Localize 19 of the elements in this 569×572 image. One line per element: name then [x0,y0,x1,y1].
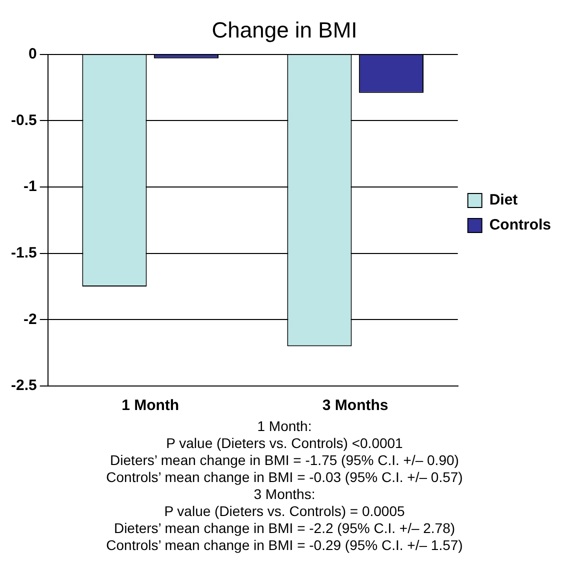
text: 1 Month: [256,418,313,435]
y-tick-label: 0 [28,46,37,63]
text: Dieters’ mean change in BMI = -1.75 (95% C.I. +/– 0.90) [109,452,460,469]
legend-label: Diet [489,192,518,209]
text: Controls’ mean change in BMI = -0.29 (95% C.I. +/– 1.57) [105,537,464,554]
y-tick-label: -0.5 [10,112,37,129]
text: P value (Dieters vs. Controls) <0.0001 [165,435,404,452]
legend-label: Controls [489,216,552,234]
text: Dieters’ mean change in BMI = -2.2 (95% C.I. +/– 2.78) [112,520,456,537]
text: Controls’ mean change in BMI = -0.03 (95% C.I. +/– 0.57) [105,469,464,486]
chart-title: Change in BMI [212,17,358,42]
y-tick-label: -2 [24,310,37,328]
text: P value (Dieters vs. Controls) = 0.0005 [163,503,406,520]
y-tick-label: -1 [24,178,37,196]
y-tick-label: -2.5 [10,377,37,394]
x-tick-label: 3 Months [322,397,388,414]
y-tick-label: -1.5 [10,244,37,262]
text: 3 Months: [252,486,316,503]
x-tick-label: 1 Month [122,397,180,414]
